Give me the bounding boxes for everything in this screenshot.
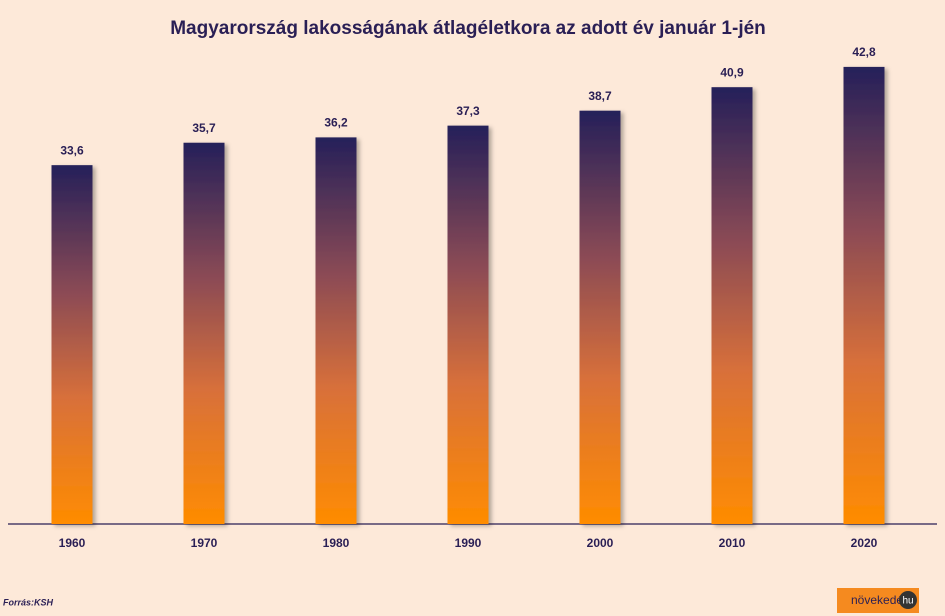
bar xyxy=(447,125,489,525)
x-tick-label: 2000 xyxy=(587,536,614,550)
logo-text: növekedés xyxy=(851,593,909,607)
bar xyxy=(183,142,225,524)
bar xyxy=(711,87,753,525)
bar xyxy=(315,137,357,524)
bar xyxy=(51,165,93,525)
logo: növekedés hu xyxy=(837,588,919,613)
value-label: 42,8 xyxy=(852,45,876,59)
value-label: 35,7 xyxy=(192,121,216,135)
value-label: 36,2 xyxy=(324,116,348,130)
value-label: 40,9 xyxy=(720,65,744,79)
x-tick-label: 1960 xyxy=(59,536,86,550)
logo-badge-text: hu xyxy=(902,596,913,607)
x-tick-label: 2020 xyxy=(851,536,878,550)
value-label: 37,3 xyxy=(456,104,480,118)
bar xyxy=(843,66,885,525)
chart-title: Magyarország lakosságának átlagéletkora … xyxy=(170,18,766,39)
bar xyxy=(579,110,621,525)
value-label: 33,6 xyxy=(60,143,84,157)
logo-badge xyxy=(899,591,917,609)
source: Forrás:KSH xyxy=(3,597,54,607)
x-tick-label: 1970 xyxy=(191,536,218,550)
value-label: 38,7 xyxy=(588,89,612,103)
x-tick-label: 1980 xyxy=(323,536,350,550)
x-tick-label: 2010 xyxy=(719,536,746,550)
x-tick-label: 1990 xyxy=(455,536,482,550)
